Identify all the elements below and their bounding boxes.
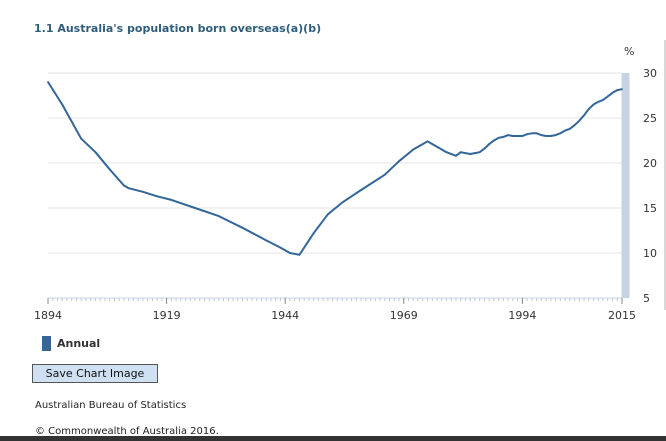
data-point — [94, 151, 97, 154]
data-point — [459, 151, 462, 154]
data-point — [326, 213, 329, 216]
data-point — [360, 189, 362, 191]
line-chart: 5 10 15 20 25 30% 1894 1919 1944 1969 1994 2015 — [34, 45, 657, 322]
data-point — [478, 151, 481, 154]
axis-layer — [47, 297, 623, 304]
data-point — [312, 232, 315, 235]
data-point — [241, 226, 244, 229]
data-point — [554, 134, 557, 137]
data-point — [493, 139, 495, 142]
data-point — [398, 160, 400, 163]
y-tick-label: 15 — [643, 202, 657, 215]
data-point — [535, 132, 538, 135]
y-tick-label: 5 — [643, 292, 650, 305]
data-point — [469, 153, 472, 155]
series-line-annual — [47, 81, 623, 256]
data-point — [511, 135, 514, 137]
x-tick-label: 1894 — [34, 309, 62, 322]
latest-year-highlight — [621, 73, 630, 298]
data-point — [445, 151, 448, 154]
save-chart-image-button[interactable]: Save Chart Image — [32, 364, 158, 383]
data-point — [507, 134, 510, 137]
data-point — [265, 239, 268, 242]
legend-label: Annual — [57, 337, 101, 350]
data-point — [606, 95, 609, 98]
data-point — [611, 91, 614, 94]
y-axis-unit-label: % — [624, 45, 634, 58]
data-point — [412, 148, 415, 151]
chart-title: 1.1 Australia's population born overseas… — [34, 22, 322, 35]
bottom-bar — [0, 436, 666, 441]
data-point — [483, 147, 486, 150]
data-point — [564, 129, 566, 132]
data-point — [540, 134, 543, 137]
data-point — [170, 199, 173, 201]
data-point — [217, 215, 220, 218]
data-point — [526, 133, 529, 136]
y-tick-label: 30 — [643, 67, 657, 80]
x-tick-label: 1994 — [508, 309, 536, 322]
data-point — [587, 108, 590, 110]
data-point — [578, 119, 581, 122]
copyright-text: © Commonwealth of Australia 2016. — [35, 426, 219, 437]
legend: Annual — [42, 336, 100, 351]
data-point — [530, 132, 533, 135]
data-point — [298, 253, 301, 256]
source-text: Australian Bureau of Statistics — [35, 400, 187, 411]
x-tick-label: 2015 — [608, 309, 636, 322]
x-tick-label: 1969 — [390, 309, 418, 322]
data-point — [455, 154, 457, 157]
data-point — [156, 195, 159, 198]
data-point — [123, 184, 125, 187]
grid-layer — [48, 72, 622, 299]
data-point — [474, 152, 476, 155]
data-point — [436, 145, 438, 148]
data-point — [521, 135, 524, 137]
scroll-edge — [664, 40, 666, 310]
x-tick-label: 1944 — [271, 309, 299, 322]
data-point — [426, 140, 429, 143]
data-point — [80, 137, 83, 140]
data-point — [497, 136, 500, 139]
data-point — [545, 135, 547, 137]
data-point — [568, 127, 571, 130]
data-point — [47, 81, 49, 83]
data-point — [502, 136, 505, 138]
data-point — [583, 114, 585, 117]
line-layer — [47, 81, 623, 256]
highlight-layer — [621, 73, 630, 298]
data-point — [127, 187, 130, 190]
data-point — [549, 135, 552, 137]
data-point — [592, 103, 595, 106]
data-point — [573, 124, 576, 127]
legend-swatch — [42, 336, 51, 351]
data-point — [61, 103, 64, 106]
data-point — [464, 152, 467, 155]
data-point — [616, 89, 619, 91]
data-point — [559, 132, 562, 135]
data-point — [597, 100, 600, 103]
data-point — [108, 168, 111, 171]
data-point — [341, 201, 344, 204]
data-point — [279, 246, 282, 249]
data-point — [289, 252, 291, 254]
data-point — [194, 207, 196, 209]
y-tick-label: 10 — [643, 247, 657, 260]
data-point — [488, 143, 491, 146]
data-point — [516, 135, 519, 137]
data-point — [141, 190, 144, 193]
y-tick-label: 20 — [643, 157, 657, 170]
data-point — [383, 173, 386, 176]
data-point — [621, 88, 623, 91]
label-layer: 5 10 15 20 25 30% 1894 1919 1944 1969 1994 2015 — [34, 45, 657, 322]
data-point — [602, 99, 604, 101]
x-tick-label: 1919 — [153, 309, 181, 322]
y-tick-label: 25 — [643, 112, 657, 125]
